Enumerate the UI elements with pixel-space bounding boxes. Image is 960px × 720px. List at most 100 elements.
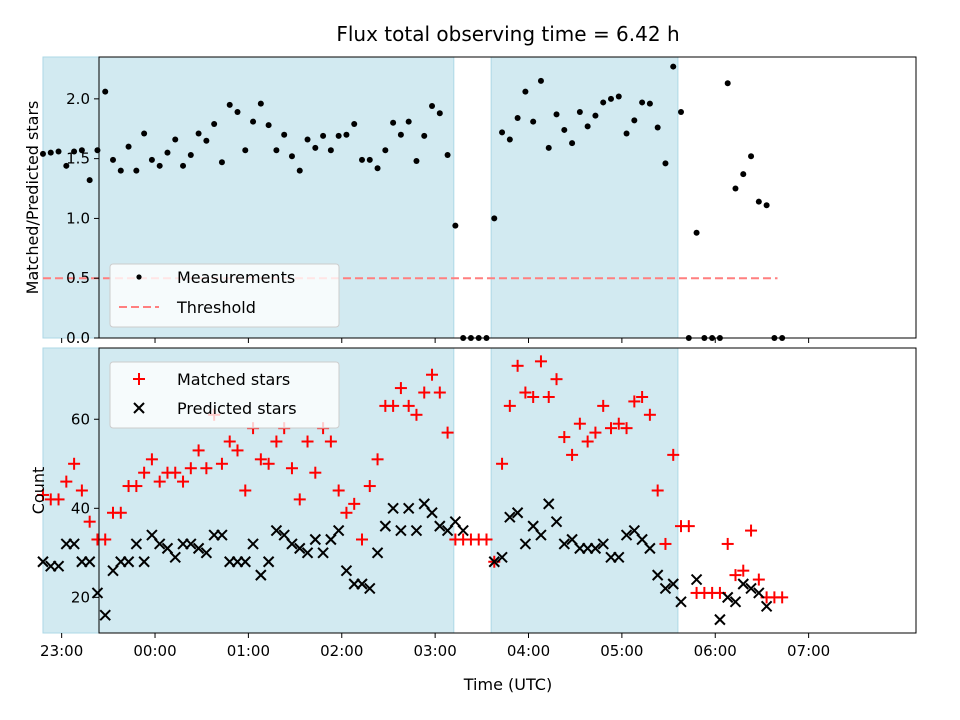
matched-star-point bbox=[511, 359, 524, 372]
x-tick-label: 07:00 bbox=[787, 642, 830, 660]
predicted-star-point bbox=[550, 515, 563, 528]
matched-star-point bbox=[581, 435, 594, 448]
predicted-star-point bbox=[597, 538, 609, 550]
predicted-star-point bbox=[651, 569, 664, 581]
predicted-star-point bbox=[301, 547, 314, 559]
measurement-point bbox=[646, 100, 653, 107]
measurement-point bbox=[405, 118, 412, 125]
matched-star-point bbox=[402, 399, 415, 412]
measurement-point bbox=[125, 143, 132, 150]
matched-star-point bbox=[153, 475, 166, 488]
matched-star-point bbox=[410, 408, 423, 421]
measurement-point bbox=[110, 156, 117, 163]
predicted-star-point bbox=[91, 587, 104, 599]
predicted-star-point bbox=[760, 600, 773, 612]
measurement-point bbox=[304, 136, 311, 143]
x-tick-label: 05:00 bbox=[600, 642, 643, 660]
predicted-star-point bbox=[332, 524, 345, 537]
matched-star-point bbox=[138, 466, 151, 479]
bottom-x-ticks: 23:00 00:00 01:00 02:00 03:00 04:00 05:00 06:00… bbox=[40, 633, 830, 660]
measurement-point bbox=[374, 165, 381, 172]
measurement-point bbox=[273, 147, 280, 154]
measurement-point bbox=[288, 153, 295, 160]
legend-matched-label: Matched stars bbox=[177, 370, 290, 389]
measurement-point bbox=[413, 158, 420, 165]
measurement-point bbox=[662, 160, 669, 167]
measurement-point bbox=[748, 153, 755, 160]
measurement-point bbox=[39, 150, 46, 157]
matched-star-point bbox=[363, 480, 376, 493]
predicted-star-point bbox=[504, 511, 516, 523]
predicted-star-point bbox=[107, 564, 119, 577]
measurement-point bbox=[312, 144, 319, 151]
measurement-point bbox=[382, 147, 389, 154]
legend-predicted-marker bbox=[133, 402, 145, 414]
measurement-point bbox=[452, 222, 459, 229]
measurement-point bbox=[499, 129, 506, 136]
predicted-star-point bbox=[566, 533, 578, 546]
x-tick-label: 00:00 bbox=[133, 642, 176, 660]
measurement-point bbox=[296, 167, 303, 174]
matched-star-point bbox=[177, 475, 190, 488]
measurement-point bbox=[545, 144, 552, 151]
measurement-point bbox=[343, 131, 350, 138]
matched-star-point bbox=[301, 435, 314, 448]
measurement-point bbox=[654, 124, 661, 131]
measurement-point bbox=[195, 130, 202, 137]
predicted-star-point bbox=[356, 578, 368, 590]
top-panel: 0.00.51.01.52.0 Matched/Predicted stars … bbox=[23, 56, 917, 347]
y-tick-label: 20 bbox=[71, 588, 90, 606]
x-tick-label: 23:00 bbox=[40, 642, 83, 660]
matched-star-point bbox=[550, 373, 563, 386]
measurement-point bbox=[639, 99, 646, 106]
measurement-point bbox=[78, 147, 85, 154]
y-tick-label: 1.0 bbox=[66, 209, 90, 227]
measurement-point bbox=[133, 167, 140, 174]
y-tick-label: 2.0 bbox=[66, 90, 90, 108]
legend-predicted-label: Predicted stars bbox=[177, 399, 297, 418]
bottom-y-ticks: 20 40 60 bbox=[71, 410, 99, 606]
predicted-star-point bbox=[68, 538, 80, 550]
matched-star-point bbox=[620, 422, 633, 435]
legend-threshold-label: Threshold bbox=[176, 298, 256, 317]
measurement-point bbox=[514, 114, 521, 121]
matched-star-point bbox=[371, 453, 384, 466]
top-plot-frame bbox=[98, 56, 917, 339]
matched-star-point bbox=[558, 431, 571, 444]
matched-star-point bbox=[262, 457, 275, 470]
measurement-point bbox=[117, 167, 124, 174]
predicted-star-point bbox=[278, 529, 290, 541]
predicted-star-point bbox=[185, 538, 197, 550]
x-axis-label: Time (UTC) bbox=[463, 675, 552, 694]
matched-star-point bbox=[527, 390, 540, 403]
y-tick-label: 0.0 bbox=[66, 329, 90, 347]
predicted-star-point bbox=[613, 551, 625, 564]
predicted-star-point bbox=[714, 613, 726, 626]
predicted-star-point bbox=[294, 542, 306, 555]
predicted-star-point bbox=[83, 556, 96, 568]
predicted-star-point bbox=[325, 533, 337, 546]
predicted-star-point bbox=[286, 538, 298, 550]
x-tick-label: 04:00 bbox=[507, 642, 550, 660]
predicted-star-point bbox=[745, 582, 757, 595]
matched-star-point bbox=[612, 417, 625, 430]
matched-star-point bbox=[52, 493, 65, 506]
predicted-star-point bbox=[426, 507, 438, 519]
measurement-point bbox=[429, 103, 436, 110]
matched-star-point bbox=[270, 435, 283, 448]
measurement-point bbox=[623, 130, 630, 137]
measurement-point bbox=[522, 88, 529, 95]
matched-star-point bbox=[293, 493, 306, 506]
predicted-star-point bbox=[153, 538, 166, 550]
matched-star-point bbox=[667, 448, 680, 461]
measurement-point bbox=[211, 120, 218, 127]
predicted-star-point bbox=[488, 556, 500, 568]
matched-star-point bbox=[433, 386, 446, 399]
matched-star-point bbox=[200, 462, 213, 475]
predicted-star-point bbox=[620, 529, 633, 541]
matched-star-point bbox=[573, 417, 586, 430]
measurement-point bbox=[670, 63, 677, 70]
matched-star-point bbox=[628, 395, 641, 408]
measurement-point bbox=[506, 136, 513, 143]
